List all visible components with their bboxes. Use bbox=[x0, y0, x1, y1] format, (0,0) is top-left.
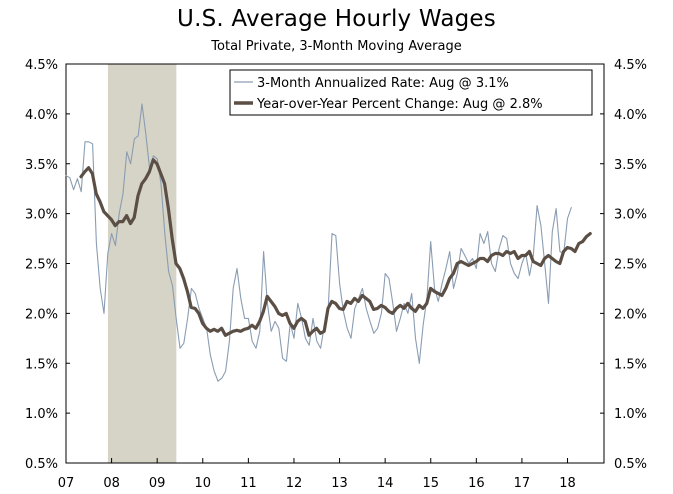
y-tick-label-left: 1.5% bbox=[25, 357, 58, 372]
y-tick-label-left: 2.0% bbox=[25, 307, 58, 322]
legend: 3-Month Annualized Rate: Aug @ 3.1% Year… bbox=[229, 69, 593, 116]
legend-box bbox=[229, 69, 593, 116]
y-tick-label-right: 1.5% bbox=[614, 357, 647, 372]
x-tick-label: 13 bbox=[331, 476, 348, 491]
y-tick-label-left: 4.5% bbox=[25, 58, 58, 73]
x-tick-label: 10 bbox=[195, 476, 212, 491]
x-tick-label: 12 bbox=[286, 476, 303, 491]
series-line-yoy bbox=[79, 158, 592, 337]
y-tick-label-left: 2.5% bbox=[25, 258, 58, 273]
legend-label-yoy: Year-over-Year Percent Change: Aug @ 2.8… bbox=[256, 97, 543, 112]
y-tick-label-right: 3.0% bbox=[614, 208, 647, 223]
x-tick-label: 09 bbox=[149, 476, 166, 491]
recession-shading bbox=[107, 64, 177, 463]
y-tick-label-right: 2.5% bbox=[614, 258, 647, 273]
y-tick-label-right: 3.5% bbox=[614, 158, 647, 173]
y-tick-label-left: 0.5% bbox=[25, 457, 58, 472]
chart-title: U.S. Average Hourly Wages bbox=[177, 6, 496, 32]
x-tick-label: 16 bbox=[468, 476, 485, 491]
x-tick-label: 11 bbox=[240, 476, 257, 491]
y-tick-label-right: 0.5% bbox=[614, 457, 647, 472]
y-tick-label-left: 4.0% bbox=[25, 108, 58, 123]
y-tick-label-right: 4.5% bbox=[614, 58, 647, 73]
chart-subtitle: Total Private, 3-Month Moving Average bbox=[211, 39, 462, 54]
y-tick-label-right: 2.0% bbox=[614, 307, 647, 322]
x-tick-label: 18 bbox=[559, 476, 576, 491]
x-tick-label: 07 bbox=[58, 476, 75, 491]
legend-label-annualized: 3-Month Annualized Rate: Aug @ 3.1% bbox=[257, 76, 509, 91]
y-tick-label-left: 3.0% bbox=[25, 208, 58, 223]
y-tick-label-right: 4.0% bbox=[614, 108, 647, 123]
x-tick-label: 08 bbox=[103, 476, 120, 491]
x-tick-label: 14 bbox=[377, 476, 394, 491]
x-tick-label: 17 bbox=[514, 476, 531, 491]
x-tick-label: 15 bbox=[422, 476, 439, 491]
y-tick-label-right: 1.0% bbox=[614, 407, 647, 422]
y-tick-label-left: 3.5% bbox=[25, 158, 58, 173]
y-tick-label-left: 1.0% bbox=[25, 407, 58, 422]
